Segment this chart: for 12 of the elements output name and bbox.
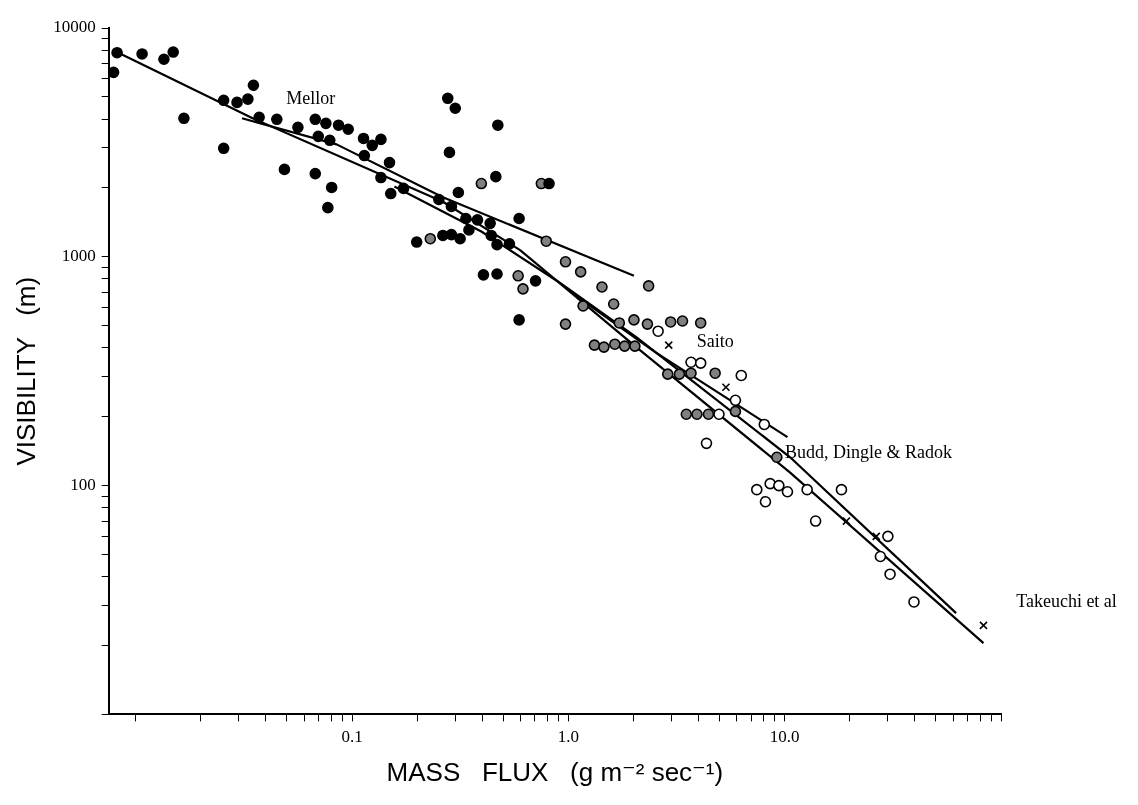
x-tick-label: 10.0 bbox=[769, 727, 800, 747]
y-tick-label: 100 bbox=[70, 475, 96, 495]
annotation: Budd, Dingle & Radok bbox=[785, 441, 953, 462]
x-axis-title: MASS FLUX (g m⁻² sec⁻¹) bbox=[386, 756, 724, 787]
annotation: Saito bbox=[696, 331, 734, 352]
y-tick-label: 1000 bbox=[61, 246, 96, 266]
x-tick-label: 1.0 bbox=[557, 727, 579, 747]
annotation: Mellor bbox=[286, 88, 336, 109]
text: Takeuchi et al bbox=[1016, 590, 1117, 611]
y-axis-title: VISIBILITY (m) bbox=[10, 276, 41, 466]
x-tick-label: 0.1 bbox=[341, 727, 363, 747]
y-tick-label: 10000 bbox=[53, 17, 96, 37]
